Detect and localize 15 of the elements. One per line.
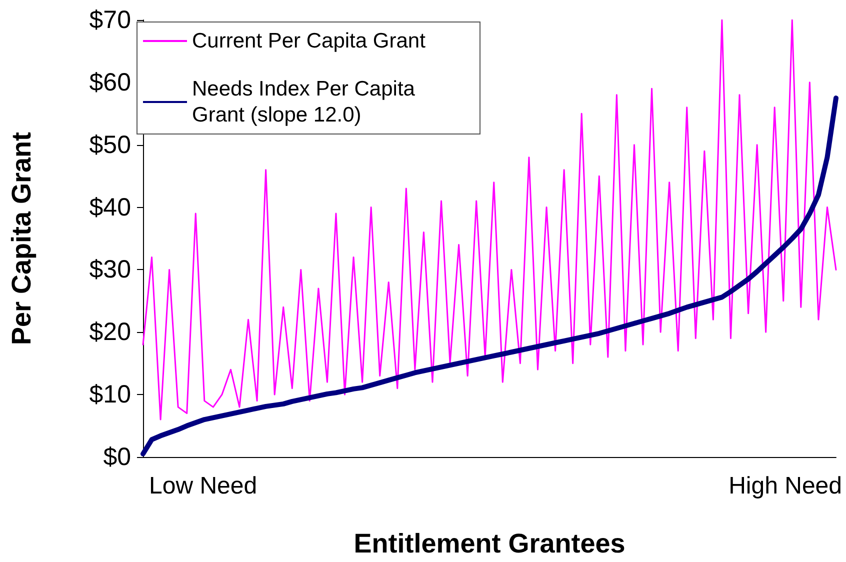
y-tick-label: $60: [89, 68, 131, 96]
y-axis-title: Per Capita Grant: [6, 132, 36, 346]
text: Low Need: [149, 472, 258, 500]
y-tick-label: $40: [89, 193, 131, 222]
x-axis-title: Entitlement Grantees: [354, 528, 626, 558]
line-series: [142, 19, 837, 420]
legend-label: Needs Index Per Capita Grant (slope 12.0): [192, 78, 421, 126]
y-tick-label: $50: [89, 130, 131, 159]
y-tick-label: $10: [89, 380, 131, 409]
legend-label: Current Per Capita Grant: [192, 30, 426, 52]
y-tick-label: $0: [103, 443, 131, 471]
text: High Need: [728, 472, 842, 500]
y-tick-label: $20: [89, 318, 131, 346]
y-tick-label: $30: [89, 256, 131, 284]
y-tick-label: $70: [89, 6, 131, 34]
